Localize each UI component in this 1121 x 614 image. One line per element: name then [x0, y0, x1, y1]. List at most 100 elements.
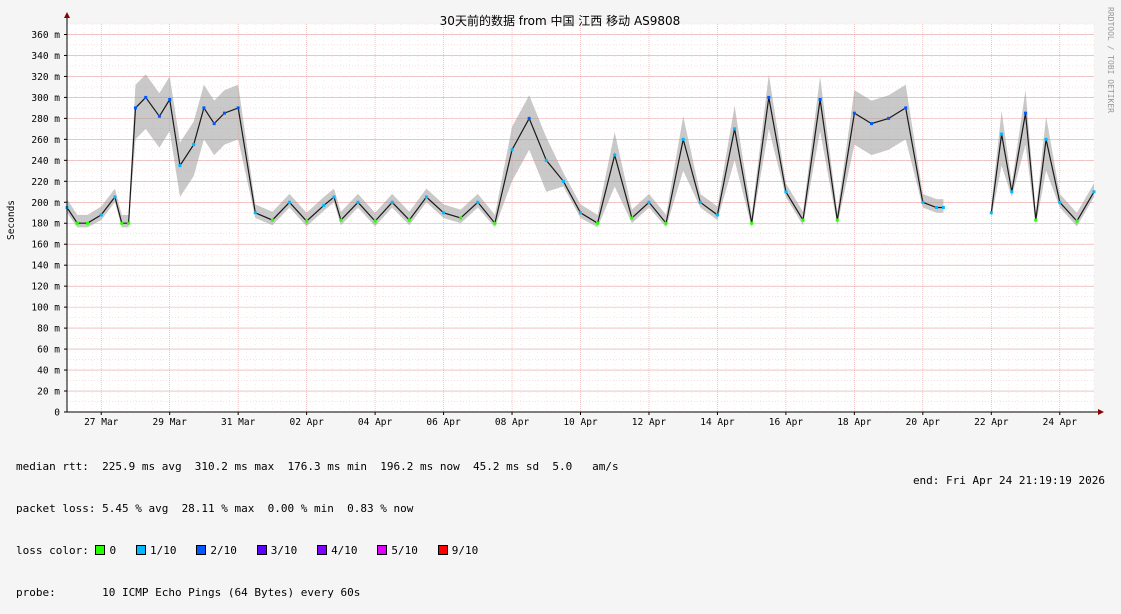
median-point — [133, 106, 137, 110]
median-point — [493, 221, 497, 225]
median-point — [544, 158, 548, 162]
x-tick-label: 24 Apr — [1043, 417, 1078, 428]
median-point — [99, 213, 103, 217]
y-tick-label: 220 m — [31, 177, 60, 188]
x-tick-label: 22 Apr — [974, 417, 1009, 428]
median-point — [476, 200, 480, 204]
y-tick-label: 320 m — [31, 72, 60, 83]
x-tick-label: 06 Apr — [426, 417, 461, 428]
median-point — [75, 221, 79, 225]
loss-color-key: 5/10 — [377, 544, 437, 557]
x-tick-label: 16 Apr — [769, 417, 804, 428]
median-point — [579, 211, 582, 215]
x-tick-label: 12 Apr — [632, 417, 667, 428]
loss-color-text: 9/10 — [451, 544, 499, 557]
loss-color-swatch — [437, 545, 448, 555]
y-tick-label: 140 m — [31, 261, 60, 272]
probe-info: probe: 10 ICMP Echo Pings (64 Bytes) eve… — [16, 586, 361, 599]
median-point — [801, 218, 805, 222]
median-point — [647, 200, 651, 204]
loss-stats: packet loss: 5.45 % avg 28.11 % max 0.00… — [16, 502, 414, 515]
median-point — [157, 114, 161, 118]
rrdtool-credit: RRDTOOL / TOBI OETIKER — [1106, 7, 1115, 113]
median-point — [613, 153, 617, 157]
median-point — [1010, 190, 1014, 194]
loss-color-text: 1/10 — [149, 544, 197, 557]
median-point — [144, 95, 148, 99]
median-point — [1075, 219, 1079, 223]
median-point — [1044, 137, 1048, 141]
median-point — [715, 213, 719, 217]
x-tick-label: 10 Apr — [563, 417, 598, 428]
loss-color-key: 3/10 — [256, 544, 318, 557]
median-point — [168, 98, 172, 102]
median-point — [86, 221, 90, 225]
loss-color-text: 2/10 — [210, 544, 257, 557]
median-point — [1000, 132, 1004, 136]
axes — [64, 12, 1104, 415]
x-tick-label: 14 Apr — [700, 417, 735, 428]
median-point — [852, 111, 856, 115]
y-tick-label: 200 m — [31, 198, 60, 209]
loss-color-swatch — [256, 545, 267, 555]
y-tick-label: 160 m — [31, 240, 60, 251]
median-point — [373, 219, 377, 223]
median-point — [733, 127, 737, 131]
loss-color-swatch — [135, 545, 146, 555]
median-point — [1092, 190, 1096, 194]
median-point — [356, 200, 360, 204]
y-tick-label: 100 m — [31, 303, 60, 314]
median-point — [921, 200, 925, 204]
median-point — [750, 221, 754, 225]
y-tick-label: 280 m — [31, 114, 60, 125]
smoke-area — [67, 74, 944, 228]
median-point — [192, 143, 196, 147]
x-tick-label: 02 Apr — [289, 417, 324, 428]
smokeping-chart: 0 20 m 40 m 60 m 80 m 100 m 120 m 140 m 160 m 180… — [6, 7, 1115, 428]
median-point — [630, 216, 634, 220]
median-point — [339, 218, 343, 222]
median-point — [784, 190, 788, 194]
median-point — [904, 106, 908, 110]
loss-color-text: 5/10 — [391, 544, 438, 557]
loss-color-swatch — [196, 545, 207, 555]
y-tick-label: 80 m — [37, 324, 60, 335]
median-point — [120, 221, 124, 225]
median-point — [253, 211, 257, 215]
y-tick-label: 340 m — [31, 51, 60, 62]
median-point — [510, 148, 514, 152]
median-point — [1024, 111, 1028, 115]
median-point — [1034, 218, 1038, 222]
median-point — [113, 195, 117, 199]
median-point — [442, 211, 446, 215]
smoke-band — [67, 74, 1094, 228]
y-tick-labels: 0 20 m 40 m 60 m 80 m 100 m 120 m 140 m 160 m 180… — [31, 30, 67, 419]
x-tick-label: 04 Apr — [358, 417, 393, 428]
median-point — [270, 218, 274, 222]
y-tick-label: 260 m — [31, 135, 60, 146]
y-tick-label: 40 m — [37, 366, 60, 377]
x-tick-label: 08 Apr — [495, 417, 530, 428]
median-point — [305, 219, 309, 223]
median-point — [1058, 200, 1062, 204]
loss-color-text: 3/10 — [270, 544, 318, 557]
median-point — [698, 200, 702, 204]
x-axis-arrow — [1098, 409, 1104, 415]
y-tick-label: 0 — [54, 408, 60, 419]
x-tick-label: 20 Apr — [906, 417, 941, 428]
loss-color-key: 1/10 — [135, 544, 197, 557]
x-tick-label: 29 Mar — [153, 417, 188, 428]
loss-color-label: loss color: — [16, 544, 89, 557]
median-point — [407, 218, 411, 222]
end-timestamp: end: Fri Apr 24 21:19:19 2026 — [912, 474, 1105, 487]
median-point — [561, 179, 565, 183]
median-line — [65, 95, 1096, 225]
loss-color-key: 0 — [95, 544, 136, 557]
median-point — [424, 195, 428, 199]
loss-color-swatch — [377, 545, 388, 555]
median-point — [202, 106, 206, 110]
median-point — [127, 221, 131, 225]
median-point — [681, 137, 685, 141]
median-point — [869, 122, 873, 126]
median-point — [459, 216, 463, 220]
